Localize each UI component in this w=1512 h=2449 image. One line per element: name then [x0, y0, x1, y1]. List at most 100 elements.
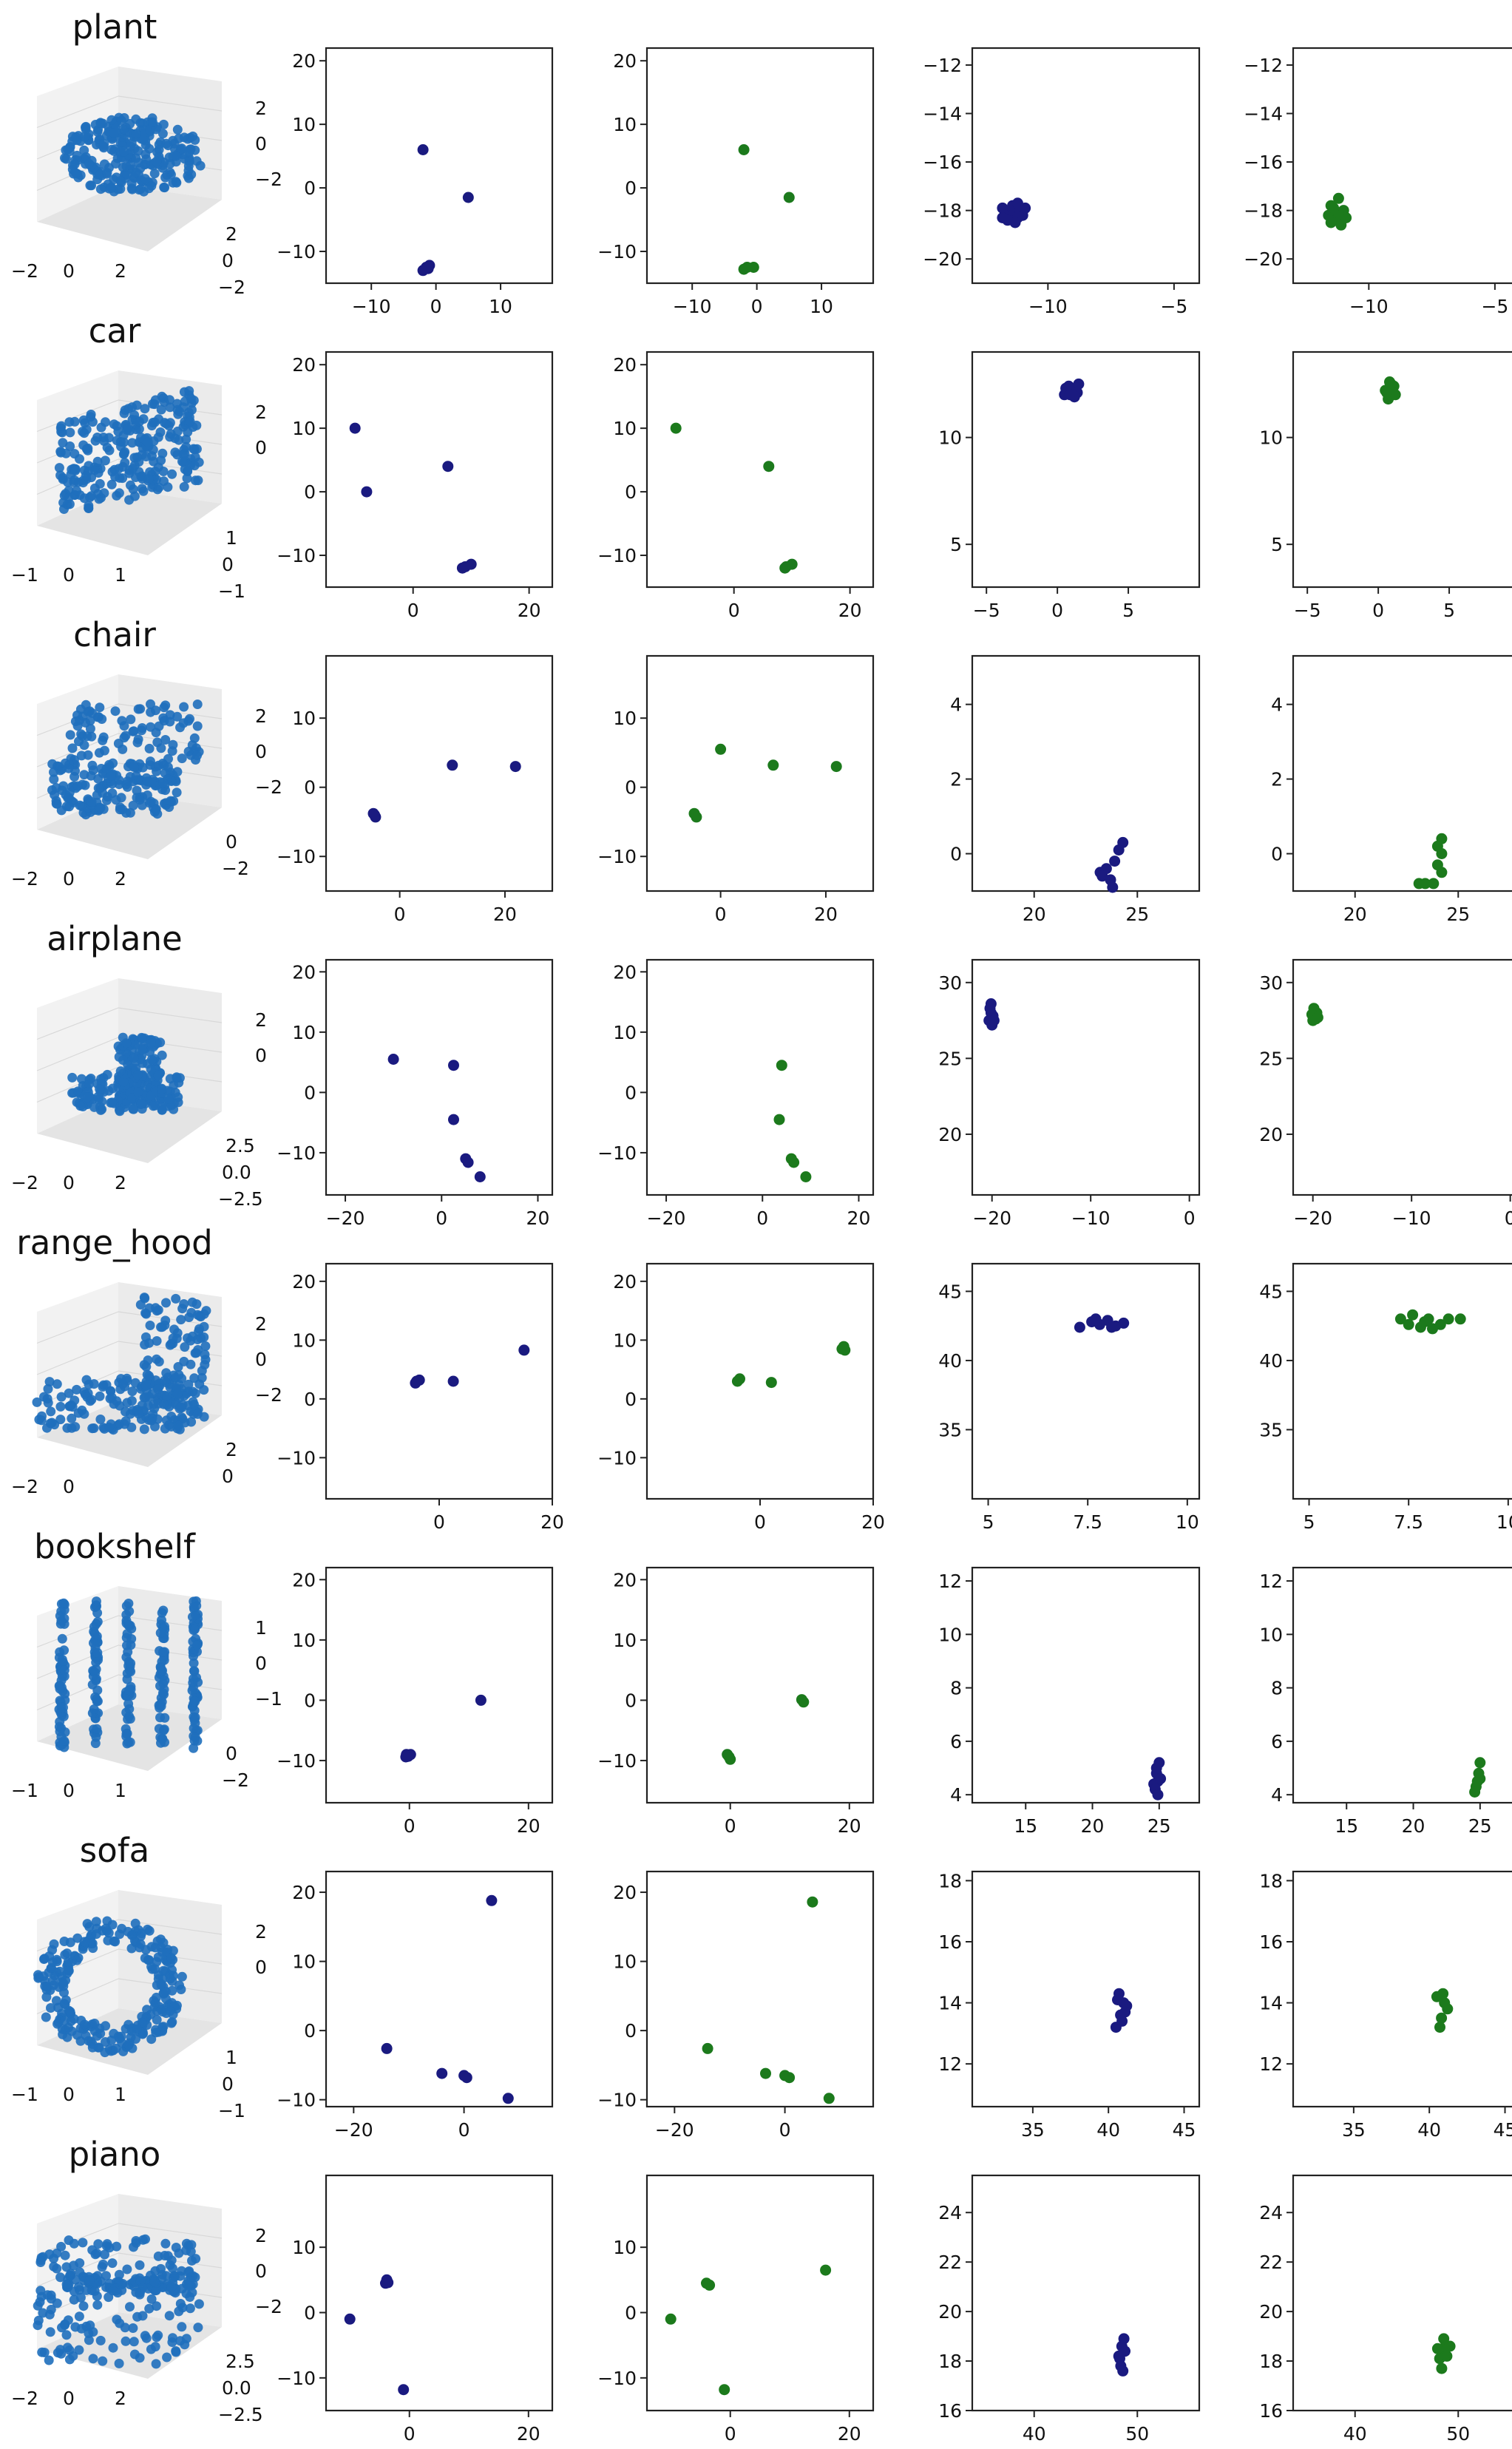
cloud-point — [131, 167, 141, 177]
y-tick-label: −10 — [597, 1447, 637, 1469]
data-point — [1155, 1773, 1167, 1784]
cloud-point — [52, 2348, 63, 2358]
z-tick-label: 0 — [255, 2260, 267, 2282]
cloud-point — [111, 158, 121, 169]
cloud-point — [55, 1401, 66, 1412]
x-tick-label: 5 — [1443, 600, 1455, 621]
x-tick-label: 1 — [115, 2084, 126, 2105]
y-tick-label: 0 — [304, 777, 316, 799]
cloud-point — [67, 743, 78, 753]
cloud-point — [191, 156, 202, 166]
y-tick-label: 0 — [304, 177, 316, 199]
cloud-point — [106, 1419, 116, 1429]
cloud-point — [64, 2235, 74, 2246]
cloud-point — [76, 729, 87, 739]
data-point — [509, 761, 521, 773]
cloud-point — [130, 1378, 140, 1388]
cloud-point — [156, 1979, 166, 1989]
cloud-point — [61, 145, 71, 155]
y-tick-label: −14 — [1244, 104, 1283, 125]
y-tick-label: 0 — [625, 2303, 637, 2324]
x-tick-label: 0 — [394, 904, 406, 925]
cloud-point — [70, 465, 81, 475]
y-tick-label: 30 — [1259, 972, 1283, 994]
cloud-point — [165, 2006, 175, 2016]
y-tick-label: 14 — [938, 1993, 962, 2014]
x-tick-label: 0 — [435, 1207, 447, 1229]
cloud-point — [64, 793, 74, 803]
cloud-point — [112, 2241, 122, 2252]
axes-frame — [971, 350, 1201, 589]
cloud-point — [137, 484, 147, 494]
cloud-point — [159, 157, 169, 168]
data-point — [486, 1894, 498, 1906]
row-title-airplane: airplane — [47, 919, 182, 958]
cloud-point — [187, 1612, 197, 1622]
y-tick-label: −2 — [218, 277, 245, 298]
cloud-point — [185, 2303, 195, 2314]
data-point — [1436, 2012, 1448, 2024]
data-point — [670, 422, 682, 434]
axes-frame — [971, 1566, 1201, 1804]
cloud-point — [60, 2250, 70, 2260]
x-tick-label: 0 — [63, 2388, 75, 2409]
data-point — [1381, 387, 1393, 399]
cloud-point — [65, 427, 75, 438]
cloud-point — [188, 131, 198, 141]
scatter-7-1: 0 20 −10 0 10 — [597, 2174, 875, 2445]
pointcloud-3d-bookshelf: 1 0 −1 −1 0 1 0 −2 — [11, 1586, 282, 1801]
x-tick-label: 0 — [1372, 600, 1384, 621]
y-tick-label: 20 — [613, 50, 637, 72]
scatter-6-0: −20 0 −10 0 10 20 — [277, 1870, 554, 2141]
cloud-point — [153, 2330, 163, 2340]
x-tick-label: 0 — [1051, 600, 1063, 621]
cloud-point — [122, 1629, 132, 1639]
cloud-point — [148, 418, 158, 427]
cloud-point — [190, 1696, 200, 1707]
cloud-point — [129, 1104, 139, 1114]
cloud-point — [95, 184, 106, 194]
x-tick-label: 20 — [838, 1815, 861, 1837]
cloud-point — [141, 154, 152, 164]
pointcloud-3d-sofa: 2 0 −1 0 1 1 0 −1 — [11, 1890, 267, 2121]
y-tick-label: −18 — [923, 200, 962, 222]
x-tick-label: 20 — [838, 2423, 861, 2445]
y-tick-label: 45 — [938, 1281, 962, 1302]
cloud-point — [174, 407, 185, 417]
data-point — [1150, 1762, 1162, 1774]
cloud-point — [189, 1625, 200, 1635]
z-tick-label: 0 — [255, 1045, 267, 1066]
cloud-point — [160, 1315, 171, 1326]
cloud-point — [125, 160, 135, 170]
y-tick-label: 18 — [1259, 2351, 1283, 2372]
cloud-point — [73, 1408, 84, 1418]
cloud-point — [76, 751, 87, 761]
cloud-point — [128, 2323, 138, 2333]
cloud-point — [151, 2286, 161, 2295]
cloud-point — [172, 787, 182, 798]
cloud-point — [161, 1368, 172, 1378]
y-tick-label: 0 — [304, 481, 316, 503]
data-point — [760, 2067, 771, 2079]
cloud-point — [104, 2292, 114, 2303]
cloud-point — [92, 1694, 101, 1704]
cloud-point — [124, 1685, 135, 1696]
cloud-point — [74, 2345, 84, 2355]
y-tick-label: 20 — [613, 1882, 637, 1903]
y-tick-label: 0 — [304, 2020, 316, 2042]
cloud-point — [67, 1423, 77, 1433]
y-tick-label: 18 — [938, 1870, 962, 1891]
data-point — [474, 1171, 486, 1182]
cloud-point — [83, 445, 93, 455]
x-tick-label: −20 — [647, 1207, 686, 1229]
cloud-point — [152, 156, 162, 166]
cloud-point — [95, 118, 106, 128]
scatter-5-1: 0 20 −10 0 10 20 — [597, 1566, 875, 1837]
grid-line — [118, 125, 223, 141]
cloud-point — [89, 1379, 99, 1389]
y-tick-label: 35 — [938, 1419, 962, 1440]
y-tick-label: −1 — [218, 580, 245, 602]
cloud-point — [144, 143, 155, 154]
cloud-point — [135, 2260, 145, 2270]
cloud-point — [95, 1084, 105, 1094]
